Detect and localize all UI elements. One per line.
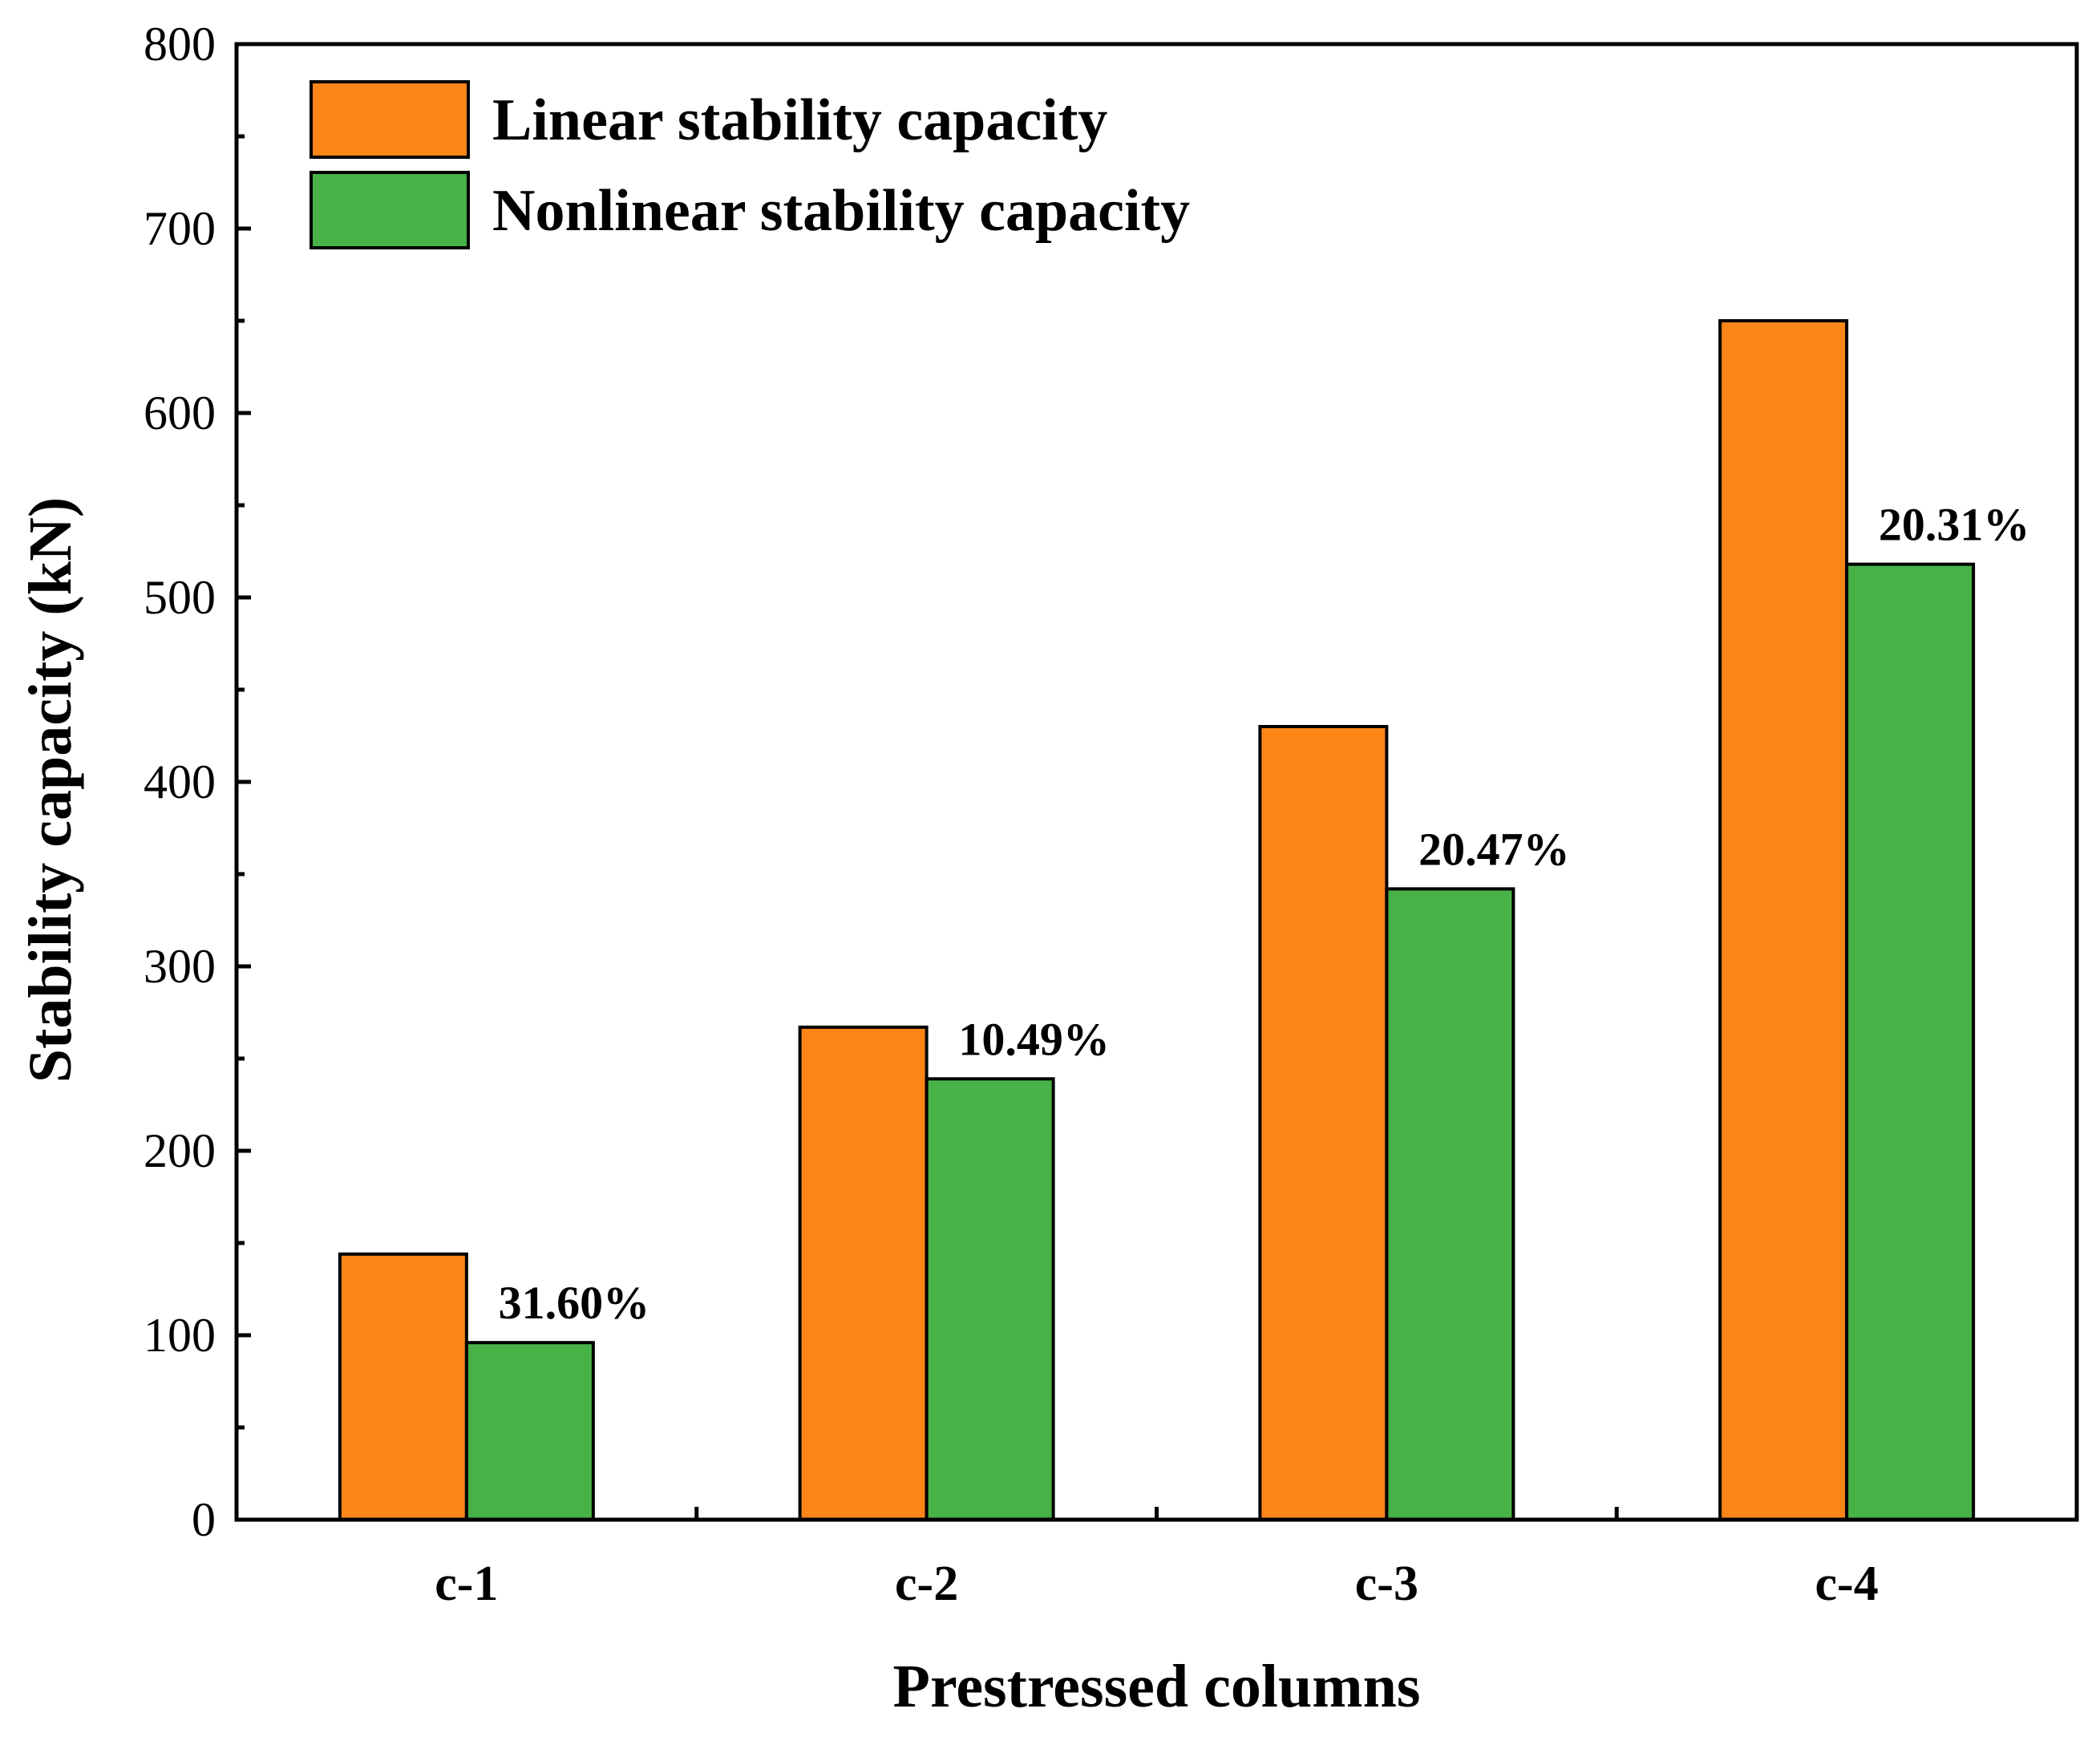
- bar-linear-c-2: [798, 1025, 929, 1521]
- legend: Linear stability capacity Nonlinear stab…: [310, 80, 1190, 249]
- y-axis-ticks: 0 100 200 300 400 500 600 700 800: [144, 18, 251, 1546]
- y-tick-label: 200: [144, 1124, 216, 1177]
- plot-frame: [234, 42, 2079, 1522]
- y-tick-label: 500: [144, 571, 216, 624]
- reduction-label-c-3: 20.47%: [1418, 823, 1570, 875]
- y-tick-label: 800: [144, 18, 216, 71]
- x-axis-title: Prestressed columns: [893, 1653, 1421, 1720]
- bar-nonlinear-c-2: [925, 1077, 1055, 1522]
- bar-linear-c-1: [338, 1252, 468, 1522]
- y-tick-label: 400: [144, 755, 216, 808]
- y-tick-label: 100: [144, 1309, 216, 1362]
- x-tick-label: c-4: [1815, 1557, 1879, 1611]
- y-tick-label: 600: [144, 387, 216, 439]
- y-axis-title: Stability capacity (kN): [17, 497, 84, 1083]
- bar-nonlinear-c-1: [464, 1341, 595, 1521]
- x-tick-label: c-3: [1355, 1557, 1418, 1611]
- x-tick-label: c-1: [435, 1557, 498, 1611]
- reduction-label-c-4: 20.31%: [1879, 499, 2030, 551]
- legend-label-nonlinear: Nonlinear stability capacity: [492, 178, 1190, 244]
- bar-nonlinear-c-4: [1845, 562, 1976, 1521]
- bar-annotations: 31.60% 10.49% 20.47% 20.31%: [499, 499, 2030, 1330]
- legend-swatch-linear: [310, 80, 470, 159]
- bars: [338, 319, 1976, 1522]
- reduction-label-c-1: 31.60%: [499, 1277, 650, 1329]
- y-tick-label: 0: [192, 1493, 216, 1546]
- bar-nonlinear-c-3: [1385, 887, 1515, 1521]
- legend-label-linear: Linear stability capacity: [492, 87, 1107, 153]
- bar-linear-c-4: [1718, 319, 1849, 1521]
- x-tick-label: c-2: [895, 1557, 958, 1611]
- x-axis-ticks: c-1 c-2 c-3 c-4: [435, 1507, 1879, 1611]
- y-tick-label: 700: [144, 202, 216, 255]
- reduction-label-c-2: 10.49%: [958, 1013, 1110, 1065]
- legend-swatch-nonlinear: [310, 171, 470, 249]
- y-tick-label: 300: [144, 940, 216, 993]
- bar-linear-c-3: [1258, 725, 1389, 1521]
